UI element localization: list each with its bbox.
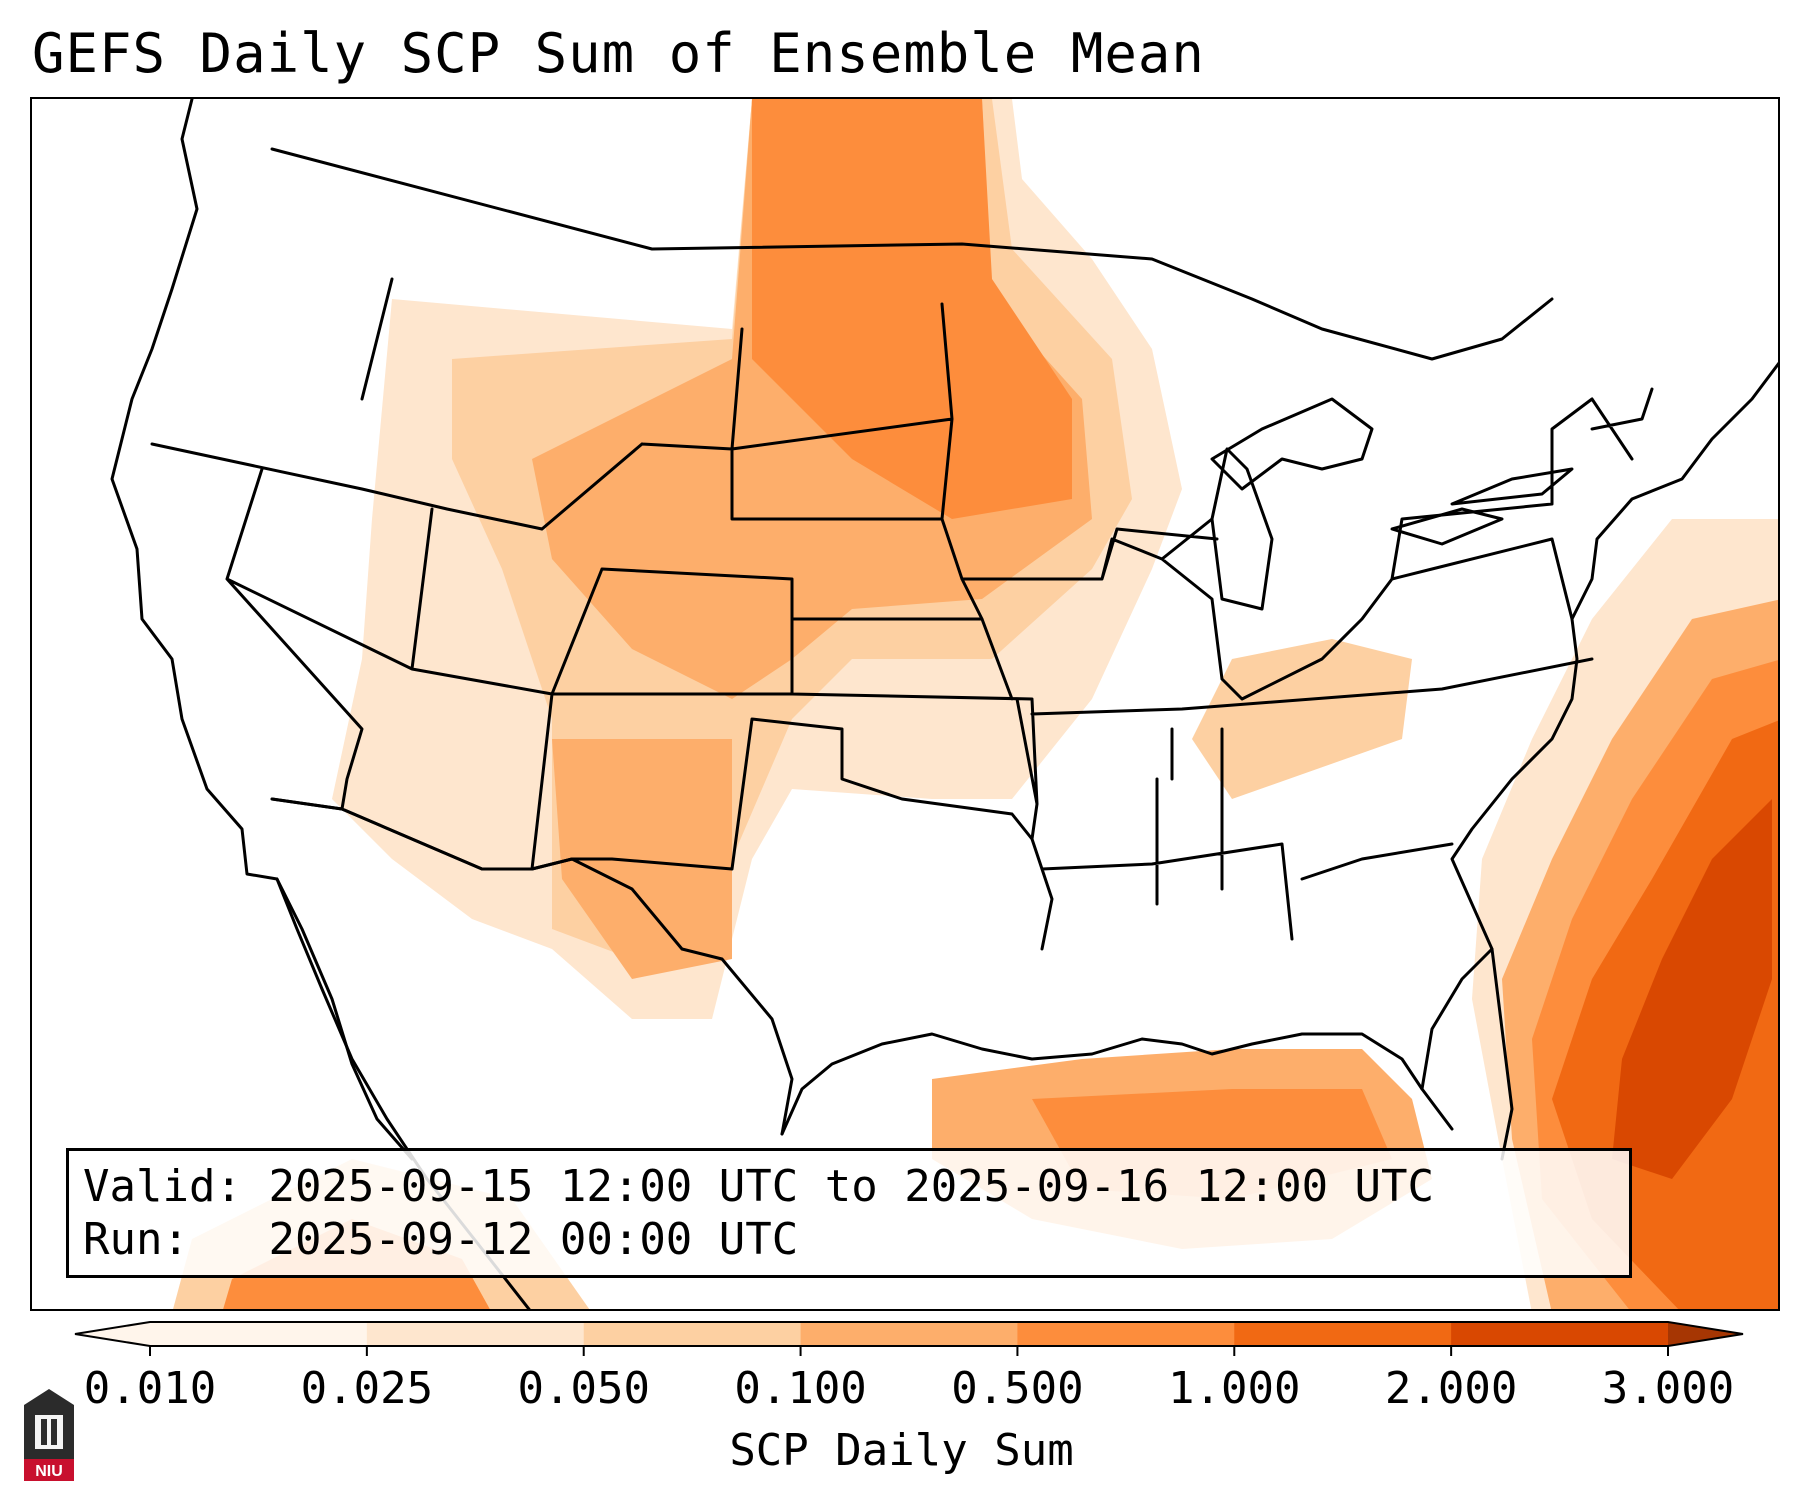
colorbar-title: SCP Daily Sum [729,1425,1074,1476]
scp-shaded-region [1192,639,1412,799]
colorbar-segment [366,1322,585,1346]
run-time-value: 2025-09-12 00:00 UTC [268,1214,799,1265]
scp-shading-layer [173,99,1778,1309]
valid-time-value: 2025-09-15 12:00 UTC to 2025-09-16 12:00… [268,1161,1435,1212]
great-lakes [1210,397,1574,611]
map-panel [30,97,1780,1311]
valid-label: Valid: [83,1161,242,1212]
colorbar-ticks: 0.010 0.025 0.050 0.100 0.500 1.000 2.000 3.000 [84,1346,1734,1414]
baja-coast [275,877,414,1161]
colorbar-tick-label: 0.100 [734,1363,866,1414]
colorbar-segment [1017,1322,1235,1346]
colorbar-segment [150,1322,368,1346]
colorbar-tick-label: 0.050 [517,1363,649,1414]
scp-shaded-region [752,99,1072,519]
map-title: GEFS Daily SCP Sum of Ensemble Mean [32,22,1205,85]
colorbar-segments [74,1321,1744,1347]
colorbar-segment [800,1322,1018,1346]
scp-shaded-region [552,739,732,979]
colorbar-tick-label: 2.000 [1385,1363,1517,1414]
colorbar-extend-low [75,1322,150,1346]
valid-time-box: Valid: 2025-09-15 12:00 UTC to 2025-09-1… [66,1148,1632,1278]
gulf-coast [780,1032,1454,1136]
colorbar-tick-label: 0.025 [301,1363,433,1414]
colorbar-tick-label: 1.000 [1168,1363,1300,1414]
boundary-layer [110,99,1778,1309]
canada-border [270,147,1554,361]
colorbar: 0.010 0.025 0.050 0.100 0.500 1.000 2.000 3.000 [74,1321,1744,1414]
colorbar-extend-high [1668,1322,1743,1346]
colorbar-segment [1234,1322,1452,1346]
colorbar-tick-label: 0.500 [951,1363,1083,1414]
scp-field-map [110,99,1778,1309]
run-label: Run: [83,1214,189,1265]
niu-logo-text: NIU [35,1463,63,1480]
colorbar-tick-label: 0.010 [84,1363,216,1414]
coastline-west [110,99,531,1309]
colorbar-segment [1451,1322,1669,1346]
colorbar-tick-label: 3.000 [1602,1363,1734,1414]
florida-coast [1420,947,1514,1161]
niu-logo: NIU [24,1389,74,1481]
state-lines [150,277,1654,951]
mexico-border [270,797,794,1136]
colorbar-segment [583,1322,802,1346]
scp-shaded-region [1612,799,1772,1179]
